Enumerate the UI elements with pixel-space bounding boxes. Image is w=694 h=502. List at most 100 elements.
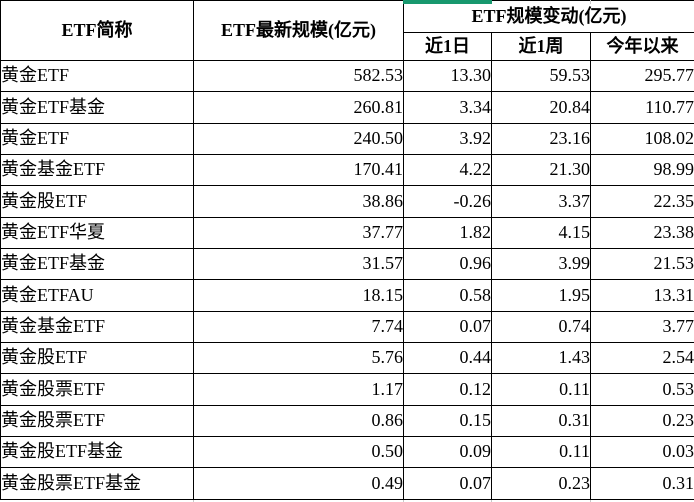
cell-change-ytd[interactable]: 0.53	[590, 373, 694, 406]
cell-latest-scale[interactable]: 31.57	[193, 248, 404, 281]
table-row: 黄金ETF基金 31.57 0.96 3.99 21.53	[0, 248, 694, 281]
cell-etf-name[interactable]: 黄金股票ETF	[0, 404, 194, 438]
cell-latest-scale[interactable]: 37.77	[193, 216, 404, 250]
cell-change-1week[interactable]: 0.74	[491, 310, 591, 344]
cell-change-1day[interactable]: 0.58	[403, 279, 492, 312]
cell-etf-name[interactable]: 黄金股票ETF基金	[0, 467, 194, 500]
cell-latest-scale[interactable]: 582.53	[193, 59, 404, 93]
cell-latest-scale[interactable]: 170.41	[193, 154, 404, 187]
cell-change-1week[interactable]: 0.31	[491, 404, 591, 438]
table-row: 黄金股ETF 5.76 0.44 1.43 2.54	[0, 342, 694, 375]
cell-change-1week[interactable]: 3.99	[491, 248, 591, 281]
cell-latest-scale[interactable]: 0.50	[193, 436, 404, 469]
header-row-1: ETF简称 ETF最新规模(亿元) ETF规模变动(亿元)	[0, 0, 694, 61]
cell-latest-scale[interactable]: 7.74	[193, 310, 404, 344]
cell-change-1week[interactable]: 0.23	[491, 467, 591, 500]
header-scale-change-group[interactable]: ETF规模变动(亿元)	[403, 0, 694, 33]
cell-change-ytd[interactable]: 22.35	[590, 185, 694, 218]
cell-change-1week[interactable]: 4.15	[491, 216, 591, 250]
cell-etf-name[interactable]: 黄金基金ETF	[0, 310, 194, 344]
table-row: 黄金股ETF基金 0.50 0.09 0.11 0.03	[0, 436, 694, 469]
cell-change-ytd[interactable]: 0.03	[590, 436, 694, 469]
cell-change-1week[interactable]: 0.11	[491, 373, 591, 406]
cell-etf-name[interactable]: 黄金ETF基金	[0, 91, 194, 124]
cell-latest-scale[interactable]: 260.81	[193, 91, 404, 124]
cell-change-1day[interactable]: 0.96	[403, 248, 492, 281]
cell-latest-scale[interactable]: 18.15	[193, 279, 404, 312]
cell-change-ytd[interactable]: 2.54	[590, 342, 694, 375]
header-1day[interactable]: 近1日	[403, 32, 492, 61]
cell-change-1week[interactable]: 0.11	[491, 436, 591, 469]
cell-change-ytd[interactable]: 3.77	[590, 310, 694, 344]
cell-etf-name[interactable]: 黄金股ETF	[0, 342, 194, 375]
cell-etf-name[interactable]: 黄金股ETF基金	[0, 436, 194, 469]
cell-change-1week[interactable]: 1.95	[491, 279, 591, 312]
cell-change-ytd[interactable]: 0.23	[590, 404, 694, 438]
gridline-tick	[590, 0, 591, 4]
cell-etf-name[interactable]: 黄金股票ETF	[0, 373, 194, 406]
cell-etf-name[interactable]: 黄金基金ETF	[0, 154, 194, 187]
gridline-tick	[590, 500, 591, 502]
cell-change-1day[interactable]: 1.82	[403, 216, 492, 250]
cell-etf-name[interactable]: 黄金ETF华夏	[0, 216, 194, 250]
header-1week[interactable]: 近1周	[491, 32, 591, 61]
cell-change-ytd[interactable]: 0.31	[590, 467, 694, 500]
cell-etf-name[interactable]: 黄金ETF基金	[0, 248, 194, 281]
table-row: 黄金ETF华夏 37.77 1.82 4.15 23.38	[0, 216, 694, 250]
header-ytd[interactable]: 今年以来	[590, 32, 694, 61]
table-row: 黄金股票ETF 0.86 0.15 0.31 0.23	[0, 404, 694, 438]
cell-change-1day[interactable]: 3.92	[403, 122, 492, 156]
table-row: 黄金基金ETF 7.74 0.07 0.74 3.77	[0, 310, 694, 344]
cell-latest-scale[interactable]: 5.76	[193, 342, 404, 375]
cell-change-1week[interactable]: 20.84	[491, 91, 591, 124]
cell-change-1day[interactable]: 3.34	[403, 91, 492, 124]
cell-latest-scale[interactable]: 240.50	[193, 122, 404, 156]
cell-change-1week[interactable]: 3.37	[491, 185, 591, 218]
cell-change-1day[interactable]: -0.26	[403, 185, 492, 218]
table-header: ETF简称 ETF最新规模(亿元) ETF规模变动(亿元) 近1日 近1周 今年…	[0, 0, 694, 61]
cell-change-1week[interactable]: 21.30	[491, 154, 591, 187]
cell-latest-scale[interactable]: 0.86	[193, 404, 404, 438]
cell-change-ytd[interactable]: 13.31	[590, 279, 694, 312]
cell-latest-scale[interactable]: 0.49	[193, 467, 404, 500]
table-row: 黄金ETFAU 18.15 0.58 1.95 13.31	[0, 279, 694, 312]
table-row: 黄金基金ETF 170.41 4.22 21.30 98.99	[0, 154, 694, 187]
cell-change-ytd[interactable]: 108.02	[590, 122, 694, 156]
cell-change-1week[interactable]: 59.53	[491, 59, 591, 93]
cell-latest-scale[interactable]: 1.17	[193, 373, 404, 406]
cell-etf-name[interactable]: 黄金ETF	[0, 122, 194, 156]
cell-change-ytd[interactable]: 295.77	[590, 59, 694, 93]
selection-indicator-bar	[403, 0, 492, 4]
cell-change-1day[interactable]: 0.09	[403, 436, 492, 469]
cell-change-ytd[interactable]: 21.53	[590, 248, 694, 281]
cell-etf-name[interactable]: 黄金股ETF	[0, 185, 194, 218]
table-row: 黄金ETF 582.53 13.30 59.53 295.77	[0, 59, 694, 93]
cell-change-1day[interactable]: 13.30	[403, 59, 492, 93]
cell-latest-scale[interactable]: 38.86	[193, 185, 404, 218]
cell-change-1day[interactable]: 0.12	[403, 373, 492, 406]
table-row: 黄金股票ETF 1.17 0.12 0.11 0.53	[0, 373, 694, 406]
cell-change-1day[interactable]: 0.44	[403, 342, 492, 375]
table-row: 黄金ETF 240.50 3.92 23.16 108.02	[0, 122, 694, 156]
gridline-tick	[491, 500, 492, 502]
table-row: 黄金股ETF 38.86 -0.26 3.37 22.35	[0, 185, 694, 218]
table-body: 黄金ETF 582.53 13.30 59.53 295.77 黄金ETF基金 260.81…	[0, 59, 694, 500]
cell-change-1day[interactable]: 0.15	[403, 404, 492, 438]
cell-change-1day[interactable]: 0.07	[403, 467, 492, 500]
header-etf-name[interactable]: ETF简称	[0, 0, 194, 61]
cell-change-1week[interactable]: 1.43	[491, 342, 591, 375]
cell-change-1day[interactable]: 0.07	[403, 310, 492, 344]
gridline-tick	[403, 500, 404, 502]
cell-change-1day[interactable]: 4.22	[403, 154, 492, 187]
cell-change-ytd[interactable]: 110.77	[590, 91, 694, 124]
cell-etf-name[interactable]: 黄金ETFAU	[0, 279, 194, 312]
header-latest-scale[interactable]: ETF最新规模(亿元)	[193, 0, 404, 61]
gridline-tick	[193, 500, 194, 502]
table-row: 黄金ETF基金 260.81 3.34 20.84 110.77	[0, 91, 694, 124]
cell-change-ytd[interactable]: 23.38	[590, 216, 694, 250]
cell-change-1week[interactable]: 23.16	[491, 122, 591, 156]
cell-etf-name[interactable]: 黄金ETF	[0, 59, 194, 93]
cell-change-ytd[interactable]: 98.99	[590, 154, 694, 187]
